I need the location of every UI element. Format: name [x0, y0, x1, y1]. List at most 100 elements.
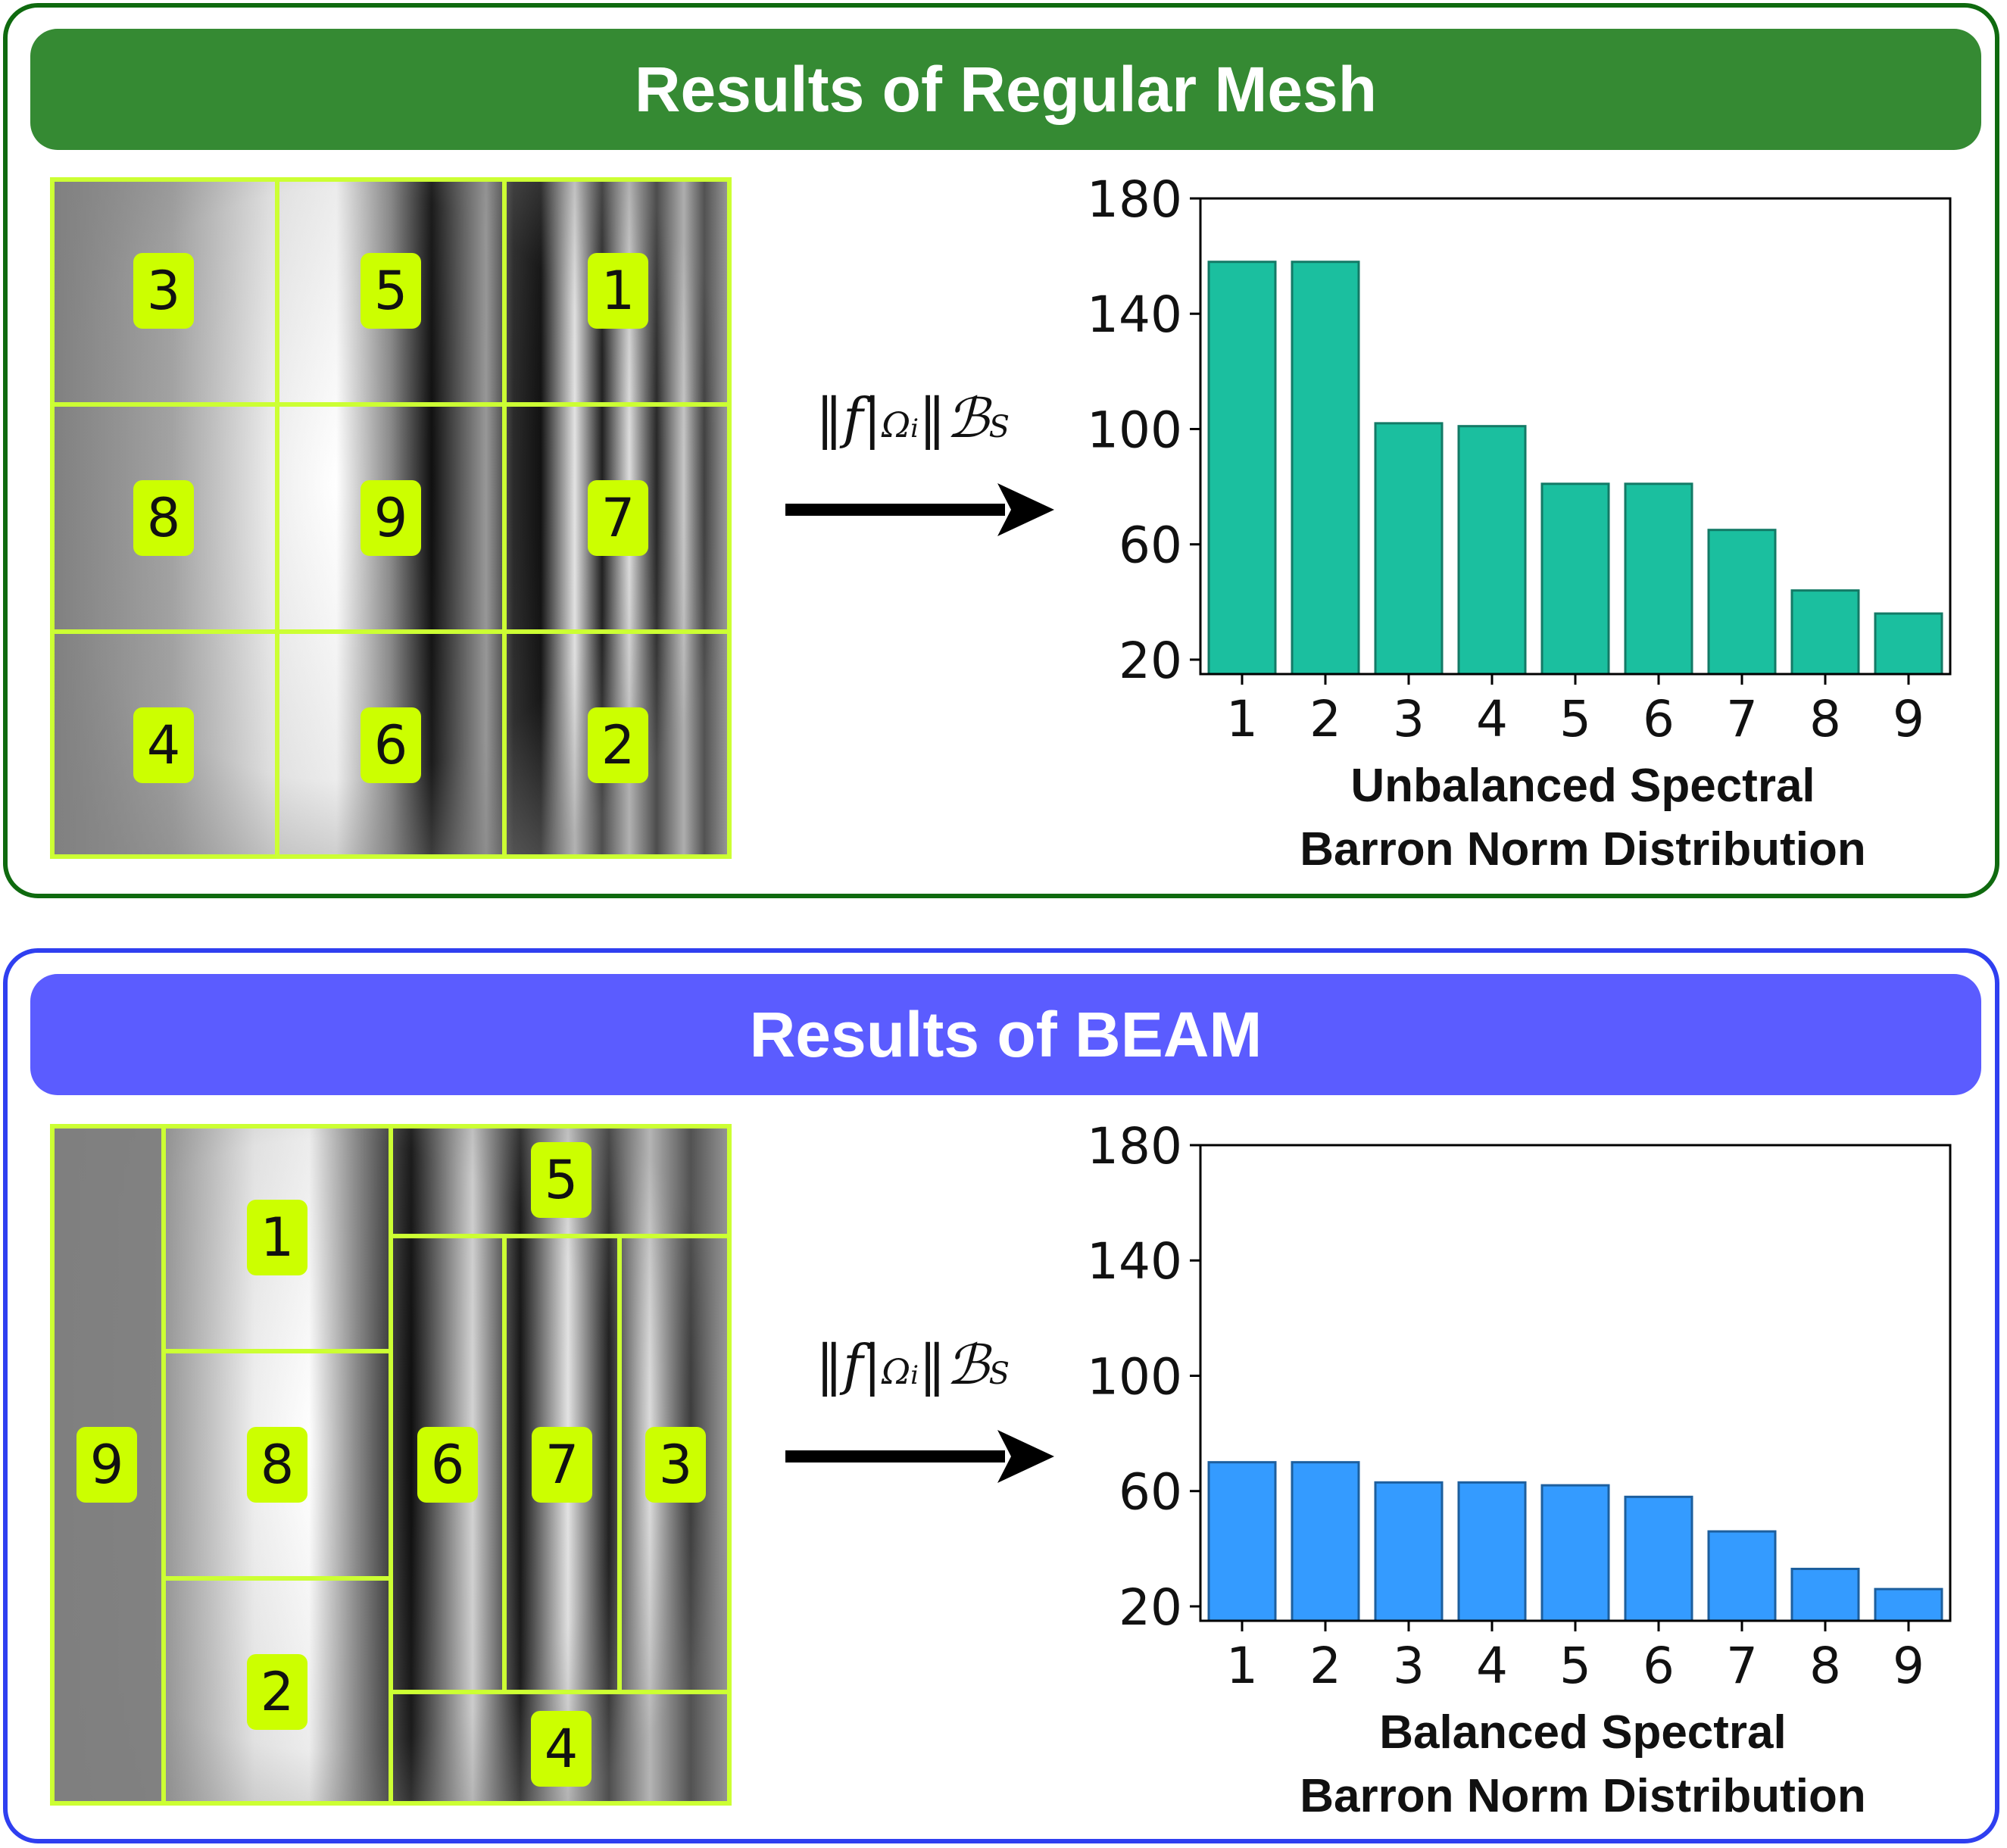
bar-2 [1291, 261, 1360, 676]
bar-1 [1207, 261, 1277, 676]
x-tick-label: 3 [1393, 1637, 1425, 1695]
norm-i: i [910, 414, 919, 444]
bar-4 [1457, 425, 1527, 676]
bar-9 [1874, 1587, 1943, 1622]
norm-omega: Ω [881, 404, 911, 445]
y-tick-label: 100 [1087, 1347, 1182, 1406]
caption-line: Balanced Spectral [1379, 1706, 1787, 1759]
x-tick-label: 9 [1893, 690, 1924, 748]
beam-banner: Results of BEAM [30, 974, 1981, 1095]
x-tick-label: 7 [1726, 690, 1758, 748]
region-label: 1 [588, 253, 648, 329]
bar-8 [1790, 1567, 1860, 1622]
caption-line: Barron Norm Distribution [1300, 823, 1866, 876]
bar-1 [1207, 1461, 1277, 1622]
region-label: 8 [133, 480, 194, 556]
y-tick-label: 60 [1119, 1463, 1182, 1522]
bar-2 [1291, 1461, 1360, 1622]
bar-6 [1624, 1495, 1693, 1622]
bar-8 [1790, 589, 1860, 676]
bar-6 [1624, 482, 1693, 676]
region-label: 8 [247, 1427, 307, 1503]
norm-close: ‖ [918, 386, 946, 450]
region-label: 3 [133, 253, 194, 329]
norm-label: ‖f|Ωi‖ℬS [754, 386, 1072, 450]
norm-arrow-top: ‖f|Ωi‖ℬS [754, 386, 1072, 538]
region-label: 2 [247, 1654, 307, 1730]
beam-mesh-image: 9 1 8 2 5 6 7 3 4 [50, 1124, 732, 1806]
x-tick-label: 8 [1809, 1637, 1841, 1695]
region-label: 4 [531, 1711, 591, 1787]
x-tick-label: 6 [1643, 1637, 1675, 1695]
bar-4 [1457, 1481, 1527, 1622]
beam-mesh-field [50, 1124, 732, 1806]
y-tick-label: 140 [1087, 1232, 1182, 1291]
regular-mesh-image: 3 5 1 8 9 7 4 6 2 [50, 177, 732, 859]
x-tick-label: 9 [1893, 1637, 1924, 1695]
beam-title: Results of BEAM [749, 998, 1263, 1070]
region-label: 6 [361, 707, 421, 783]
x-tick-label: 6 [1643, 690, 1675, 748]
region-label: 7 [588, 480, 648, 556]
x-tick-label: 2 [1309, 1637, 1341, 1695]
plot-frame [1199, 1144, 1952, 1622]
x-tick-label: 1 [1226, 690, 1258, 748]
x-tick-label: 2 [1309, 690, 1341, 748]
x-tick-label: 5 [1559, 1637, 1591, 1695]
x-tick-label: 8 [1809, 690, 1841, 748]
region-label: 6 [417, 1427, 478, 1503]
region-label: 4 [133, 707, 194, 783]
unbalanced-bar-chart: 1 2 3 4 5 6 7 8 9 20 60 100 140 180 [1075, 170, 1992, 879]
norm-f: ‖f| [816, 1333, 882, 1397]
bar-7 [1707, 1530, 1777, 1622]
right-arrow-icon [785, 483, 1054, 536]
chart-caption-bottom: Balanced Spectral Barron Norm Distributi… [1181, 1701, 1984, 1828]
region-label: 5 [531, 1142, 591, 1218]
region-label: 9 [76, 1427, 137, 1503]
norm-f: ‖f| [816, 386, 882, 450]
norm-arrow-bottom: ‖f|Ωi‖ℬS [754, 1333, 1072, 1484]
regular-mesh-title: Results of Regular Mesh [634, 53, 1378, 125]
region-label: 9 [361, 480, 421, 556]
bar-5 [1540, 482, 1610, 676]
x-tick-label: 1 [1226, 1637, 1258, 1695]
y-tick-label: 20 [1119, 632, 1182, 690]
y-tick-label: 20 [1119, 1578, 1182, 1637]
norm-space: ℬ [945, 386, 989, 450]
region-label: 5 [361, 253, 421, 329]
x-tick-label: 4 [1476, 690, 1508, 748]
regular-mesh-banner: Results of Regular Mesh [30, 29, 1981, 150]
x-tick-label: 4 [1476, 1637, 1508, 1695]
x-tick-label: 5 [1559, 690, 1591, 748]
chart-svg: 1 2 3 4 5 6 7 8 9 20 60 100 140 180 [1087, 170, 1952, 748]
bar-3 [1374, 1481, 1444, 1622]
bar-7 [1707, 529, 1777, 676]
norm-space: ℬ [945, 1333, 989, 1397]
region-label: 7 [532, 1427, 592, 1503]
bar-9 [1874, 612, 1943, 676]
norm-label: ‖f|Ωi‖ℬS [754, 1333, 1072, 1397]
caption-line: Unbalanced Spectral [1350, 760, 1815, 812]
region-label: 1 [247, 1200, 307, 1275]
bar-3 [1374, 422, 1444, 676]
norm-omega: Ω [881, 1351, 911, 1392]
y-tick-label: 180 [1087, 1121, 1182, 1175]
norm-space-sub: S [988, 1356, 1010, 1391]
y-tick-label: 180 [1087, 174, 1182, 229]
region-label: 2 [588, 707, 648, 783]
y-tick-label: 140 [1087, 286, 1182, 344]
y-tick-label: 60 [1119, 517, 1182, 575]
balanced-bar-chart: 1 2 3 4 5 6 7 8 9 20 60 100 140 180 [1075, 1117, 1992, 1825]
norm-close: ‖ [918, 1333, 946, 1397]
bar-5 [1540, 1484, 1610, 1622]
region-label: 3 [645, 1427, 706, 1503]
x-tick-label: 3 [1393, 690, 1425, 748]
x-tick-label: 7 [1726, 1637, 1758, 1695]
norm-i: i [910, 1360, 919, 1391]
plot-frame [1199, 197, 1952, 676]
right-arrow-icon [785, 1430, 1054, 1483]
y-tick-label: 100 [1087, 401, 1182, 459]
chart-caption-top: Unbalanced Spectral Barron Norm Distribu… [1181, 754, 1984, 882]
caption-line: Barron Norm Distribution [1300, 1770, 1866, 1822]
chart-svg: 1 2 3 4 5 6 7 8 9 20 60 100 140 180 [1087, 1117, 1952, 1695]
